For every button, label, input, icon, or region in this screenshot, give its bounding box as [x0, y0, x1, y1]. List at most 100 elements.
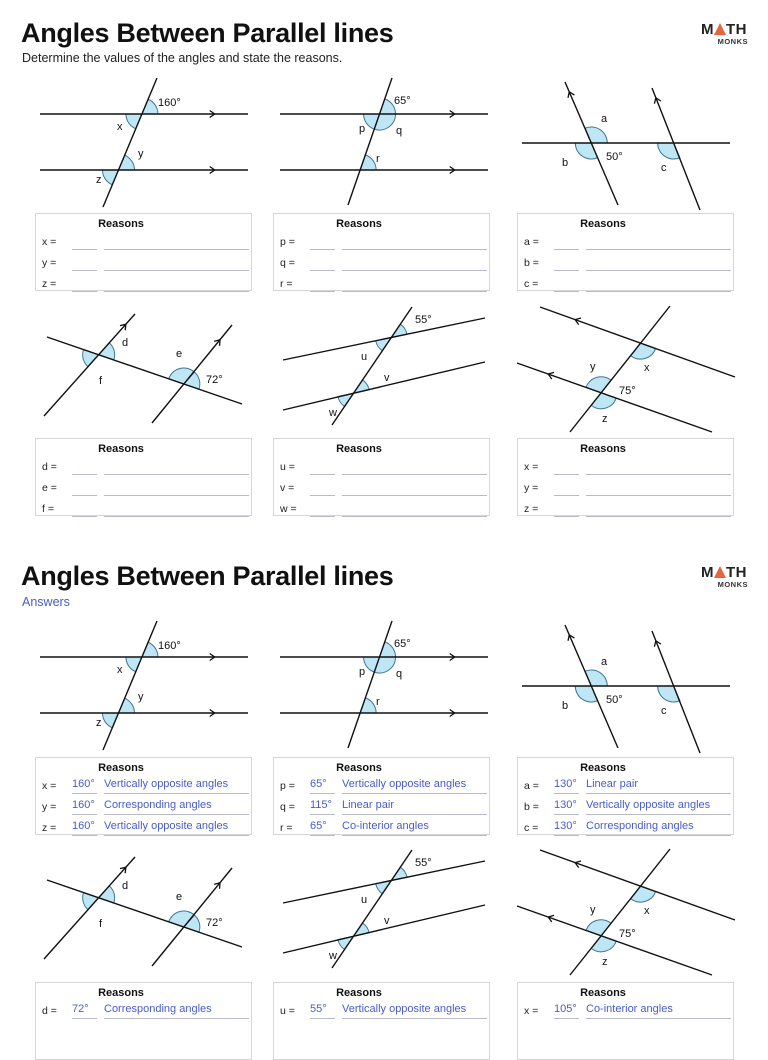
reasons-heading: Reasons: [580, 987, 626, 999]
answer-row: x =: [524, 459, 731, 475]
reason-field[interactable]: [104, 276, 249, 292]
angle-value-field: 65°: [310, 820, 335, 836]
reason-field[interactable]: [586, 255, 731, 271]
parallel-arrow-icon: [209, 109, 216, 119]
angle-value-field[interactable]: [554, 255, 579, 271]
angle-value-field[interactable]: [72, 234, 97, 250]
answer-row: c =: [524, 276, 731, 292]
angle-value-field: 55°: [310, 1003, 335, 1019]
angle-value-field[interactable]: [554, 234, 579, 250]
parallel-arrow-icon: [209, 165, 216, 175]
reason-field[interactable]: [104, 480, 249, 496]
angle-value-field[interactable]: [310, 276, 335, 292]
angle-label: y: [138, 691, 144, 703]
answer-box: Reasons d = 72° Corresponding angles: [35, 982, 252, 1060]
angle-value-field[interactable]: [72, 459, 97, 475]
parallel-line: [282, 860, 486, 904]
reason-field[interactable]: [104, 459, 249, 475]
transversal-line: [331, 306, 413, 426]
angle-value-field[interactable]: [72, 501, 97, 517]
parallel-arrow-icon: [119, 866, 127, 874]
parallel-line: [282, 361, 486, 411]
parallel-arrow-icon: [547, 914, 555, 923]
angle-value-field[interactable]: [310, 234, 335, 250]
reason-field[interactable]: [342, 459, 487, 475]
angle-value-field[interactable]: [310, 501, 335, 517]
angle-value-field[interactable]: [310, 255, 335, 271]
reason-field: Linear pair: [342, 799, 487, 815]
reason-field[interactable]: [104, 255, 249, 271]
reasons-heading: Reasons: [580, 762, 626, 774]
transversal-line: [331, 849, 413, 969]
reason-field[interactable]: [342, 276, 487, 292]
angle-variable: y =: [42, 257, 57, 269]
parallel-arrow-icon: [574, 860, 582, 868]
reason-field[interactable]: [586, 480, 731, 496]
answer-row: z = 160° Vertically opposite angles: [42, 820, 249, 836]
angle-value-field[interactable]: [310, 480, 335, 496]
angle-variable: c =: [524, 822, 539, 834]
transversal-line: [43, 856, 136, 960]
angle-value-field[interactable]: [72, 480, 97, 496]
reason-field[interactable]: [586, 501, 731, 517]
reason-field[interactable]: [586, 276, 731, 292]
reason-field[interactable]: [104, 501, 249, 517]
answer-row: f =: [42, 501, 249, 517]
reason-field[interactable]: [586, 234, 731, 250]
angle-variable: w =: [280, 503, 297, 515]
reason-field[interactable]: [342, 255, 487, 271]
angle-arc: [585, 376, 612, 394]
angle-value-field[interactable]: [310, 459, 335, 475]
answer-row: z =: [524, 501, 731, 517]
angle-label: c: [661, 162, 667, 174]
angle-label: q: [396, 125, 402, 137]
angle-value-field[interactable]: [554, 480, 579, 496]
answer-box: Reasons a = 130° Linear pair b = 130° Vertical…: [517, 757, 734, 836]
angle-value-field[interactable]: [554, 459, 579, 475]
angle-variable: r =: [280, 278, 293, 290]
angle-variable: q =: [280, 801, 295, 813]
reasons-box: Reasons u = v = w =: [273, 438, 490, 517]
reason-field[interactable]: [342, 480, 487, 496]
angle-label: 65°: [394, 95, 411, 107]
diagram-6: x y 75° z: [516, 848, 736, 976]
parallel-arrow-icon: [213, 338, 221, 346]
angle-variable: e =: [42, 482, 57, 494]
angle-value-field[interactable]: [72, 276, 97, 292]
angle-label: u: [361, 894, 367, 906]
angle-label: 160°: [158, 97, 181, 109]
reason-field[interactable]: [104, 234, 249, 250]
angle-label: y: [138, 148, 144, 160]
transversal-line: [151, 867, 233, 967]
reason-field: Corresponding angles: [586, 820, 731, 836]
angle-arc: [584, 669, 608, 687]
diagram-2: 65° p q r: [280, 620, 488, 749]
reasons-heading: Reasons: [336, 443, 382, 455]
angle-label: 50°: [606, 151, 623, 163]
answer-box: Reasons x = 160° Vertically opposite angles…: [35, 757, 252, 836]
angle-label: p: [359, 666, 365, 678]
parallel-line: [282, 317, 486, 361]
angle-value-field[interactable]: [554, 501, 579, 517]
parallel-arrow-icon: [209, 652, 216, 662]
angle-label: a: [601, 656, 608, 668]
reason-field[interactable]: [342, 234, 487, 250]
angle-variable: x =: [524, 461, 539, 473]
angle-value-field: 160°: [72, 820, 97, 836]
reasons-box: Reasons x = y = z =: [35, 213, 252, 292]
angle-variable: d =: [42, 1005, 57, 1017]
angle-label: v: [384, 372, 390, 384]
parallel-arrow-icon: [653, 639, 662, 647]
angle-label: b: [562, 157, 568, 169]
angle-variable: u =: [280, 461, 295, 473]
reason-field: Co-interior angles: [586, 1003, 731, 1019]
reason-field[interactable]: [342, 501, 487, 517]
angle-value-field[interactable]: [554, 276, 579, 292]
answer-row: v =: [280, 480, 487, 496]
transversal-line: [347, 620, 393, 749]
parallel-line: [46, 879, 243, 948]
angle-value-field[interactable]: [72, 255, 97, 271]
reason-field[interactable]: [586, 459, 731, 475]
reasons-heading: Reasons: [336, 762, 382, 774]
answer-row: y =: [42, 255, 249, 271]
